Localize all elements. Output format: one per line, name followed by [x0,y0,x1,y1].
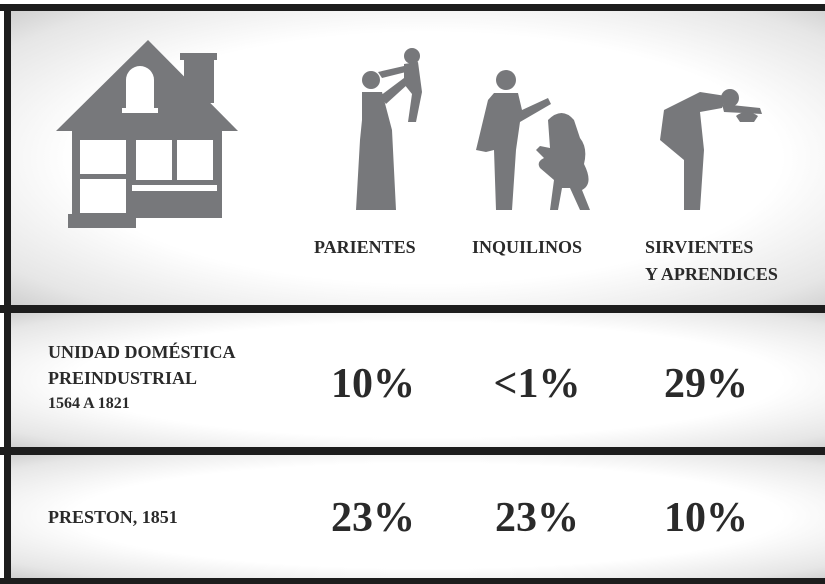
row-label-line: PRESTON, 1851 [48,507,178,527]
servants-icon [660,89,762,210]
cell-value: 23% [495,495,579,541]
border [4,4,11,584]
cell-value: 29% [664,361,748,407]
row-label-line: 1564 A 1821 [48,395,130,412]
cell-value: 10% [664,495,748,541]
row-cell [10,454,825,578]
divider [0,305,825,313]
column-header: SIRVIENTES Y APRENDICES [645,234,778,288]
tenants-icon [476,70,590,210]
column-header: INQUILINOS [472,237,583,257]
row-label-line: UNIDAD DOMÉSTICA [48,342,236,362]
icons [56,40,762,228]
row-label-line: PREINDUSTRIAL [48,368,198,388]
column-header: PARIENTES [314,237,416,257]
cell-value: <1% [493,361,581,407]
row-label: PRESTON, 1851 [48,504,178,530]
border [0,578,825,584]
row-label: UNIDAD DOMÉSTICA PREINDUSTRIAL 1564 A 18… [48,339,236,417]
border [0,4,825,11]
column-header-line: Y APRENDICES [645,264,778,284]
row-cell [10,312,825,448]
parents-icon [356,48,422,210]
house-icon [56,40,238,228]
cell-value: 23% [331,495,415,541]
column-header-line: SIRVIENTES [645,237,754,257]
cell-value: 10% [331,361,415,407]
divider [0,447,825,455]
